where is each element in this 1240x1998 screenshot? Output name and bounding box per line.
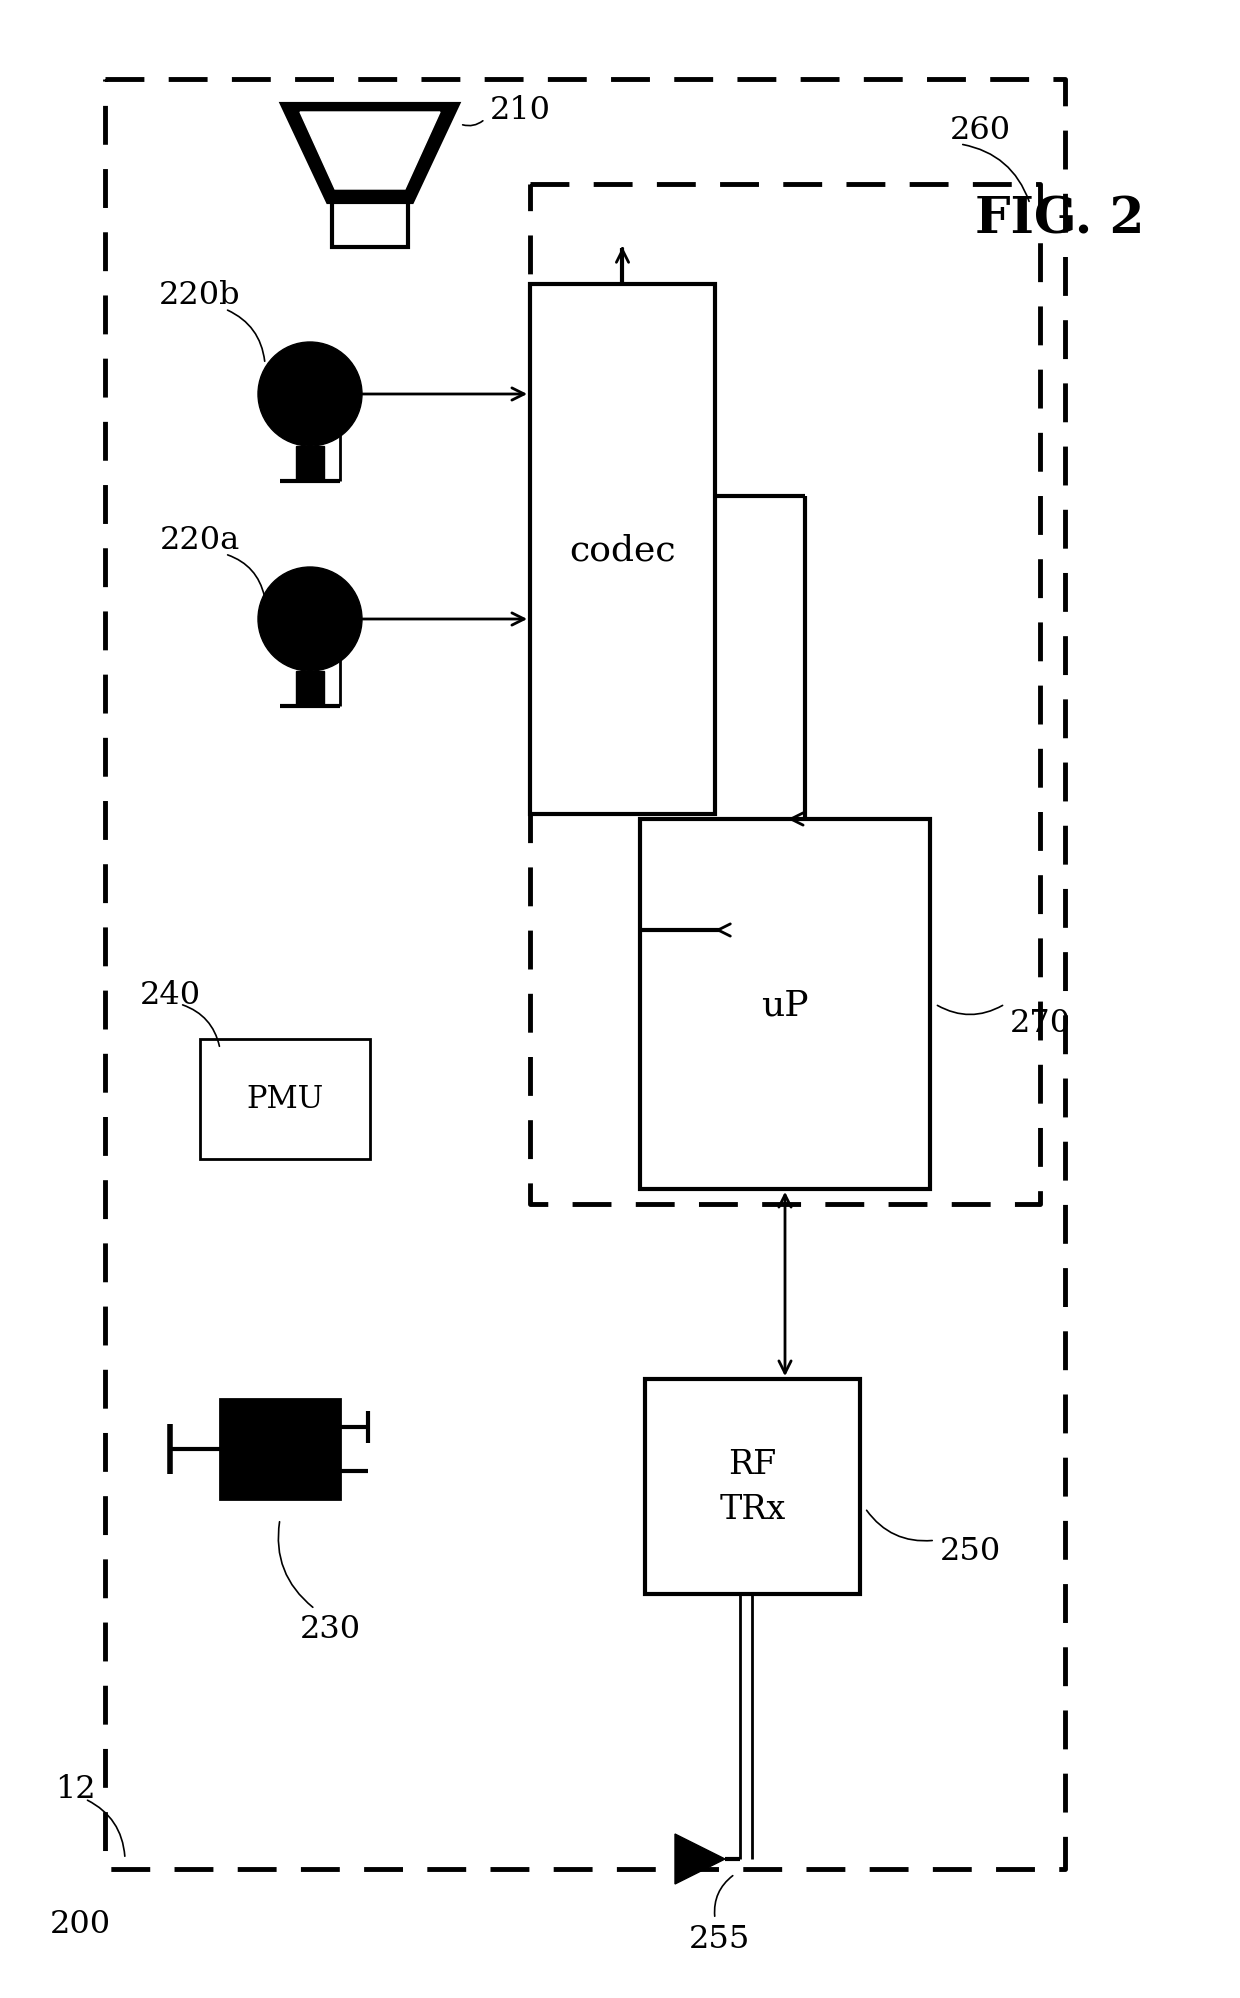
- Bar: [645, 1379, 861, 1594]
- Text: 255: 255: [689, 1924, 750, 1954]
- Text: 250: 250: [940, 1536, 1001, 1566]
- Text: 240: 240: [139, 979, 201, 1011]
- Text: 260: 260: [950, 114, 1011, 146]
- Text: RF
TRx: RF TRx: [719, 1449, 786, 1524]
- Bar: [296, 671, 324, 707]
- Polygon shape: [281, 106, 458, 204]
- Text: 210: 210: [490, 94, 551, 126]
- Text: 230: 230: [299, 1614, 361, 1644]
- Text: 220b: 220b: [159, 280, 241, 310]
- Text: codec: codec: [569, 533, 676, 567]
- Bar: [296, 448, 324, 482]
- Text: 270: 270: [1011, 1007, 1071, 1039]
- Text: 220a: 220a: [160, 523, 241, 555]
- Circle shape: [258, 344, 362, 448]
- Text: PMU: PMU: [247, 1085, 324, 1115]
- Bar: [200, 1039, 370, 1159]
- Bar: [529, 286, 715, 815]
- Bar: [640, 819, 930, 1189]
- Polygon shape: [300, 114, 440, 190]
- Bar: [219, 1399, 340, 1498]
- Text: 200: 200: [50, 1908, 110, 1940]
- Circle shape: [258, 567, 362, 671]
- Text: FIG. 2: FIG. 2: [976, 196, 1145, 244]
- Bar: [332, 204, 408, 248]
- Polygon shape: [675, 1834, 725, 1884]
- Text: uP: uP: [761, 987, 808, 1021]
- Text: 12: 12: [55, 1774, 95, 1804]
